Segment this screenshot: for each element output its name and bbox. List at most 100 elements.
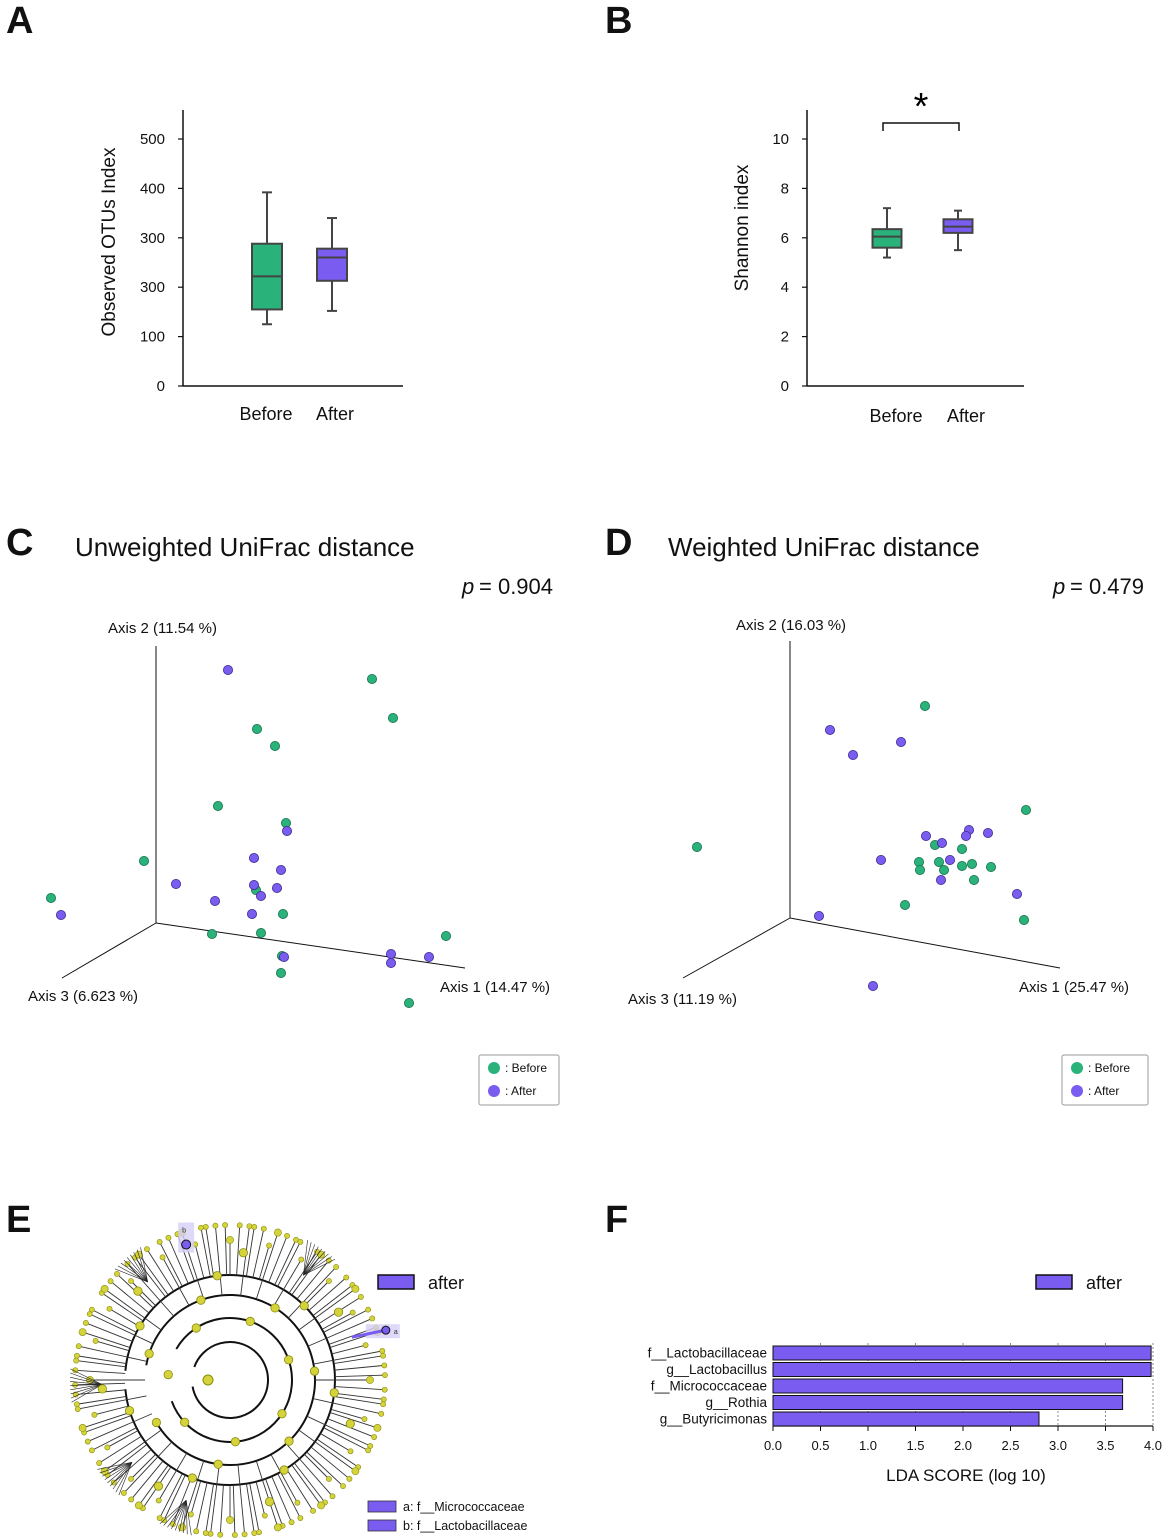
cladogram-fan-branch [114,1268,148,1283]
cladogram-branch [101,1292,144,1322]
panel-a-y-ticks: 0 100 300 300 400 500 [140,131,183,395]
cladogram-inner-node [124,1406,135,1416]
panel-d-legend-before-dot [1071,1062,1083,1074]
cladogram-branch [123,1441,173,1494]
panel-c-point-after [271,883,282,894]
panel-c-p-value: = 0.904 [479,574,553,599]
cladogram-fan-branch [130,1254,148,1283]
cladogram-fan-branch [303,1244,316,1276]
cladogram-fan-branch [126,1257,148,1283]
cladogram-inner-node [191,1323,201,1333]
cladogram-branch [307,1318,373,1347]
panel-d-point-before [1021,805,1032,816]
cladogram-leaf-node [91,1411,98,1418]
cladogram-fan-branch [70,1384,103,1395]
panel-a-ytick-label: 400 [140,180,165,197]
cladogram-fan-branch [70,1368,103,1385]
cladogram-inner-node [213,1459,223,1469]
cladogram-branch [104,1429,162,1472]
cladogram-inner-node [333,1307,344,1317]
cladogram-branch [162,1257,190,1306]
cladogram-branch [76,1355,127,1365]
panel-a-letter: A [6,0,33,42]
panel-c-point-after [255,891,266,902]
cladogram-inner-node [245,1316,255,1326]
cladogram-branch [91,1427,137,1451]
panel-d-point-after [868,981,879,992]
cladogram-branch [298,1288,356,1331]
cladogram-branch [287,1266,337,1319]
cladogram-leaf-node [361,1416,368,1422]
cladogram-fan-branch [163,1500,187,1526]
cladogram-fan-branch [97,1461,133,1470]
cladogram-fan-branch [118,1462,133,1496]
cladogram-branch [331,1344,366,1355]
cladogram-branch [104,1288,162,1331]
cladogram-leaf-node [297,1238,304,1245]
cladogram-leaf-node [326,1278,332,1284]
cladogram-fan-branch [303,1253,329,1276]
cladogram-leaf-node [92,1338,99,1344]
cladogram-leaf-node [226,1516,234,1524]
cladogram-leaf-node [357,1294,364,1300]
cladogram-inner-node [133,1286,143,1296]
panel-c-point-after [385,949,396,960]
panel-b-letter: B [605,0,632,42]
cladogram-leaf-node [107,1278,114,1285]
cladogram-branch [323,1309,369,1333]
cladogram-leaf-node [202,1530,209,1536]
panel-f-bar-chart: 0.0 0.5 1.0 1.5 2.0 2.5 3.0 3.5 4.0 f__Lactobacil… [648,1343,1162,1453]
cladogram-leaf-node [156,1238,163,1245]
panel-d-axis1-label: Axis 1 (25.47 %) [1019,979,1129,996]
cladogram-inner-node [270,1303,280,1313]
cladogram-leaf-node [198,1224,204,1231]
panel-d-p-label: p [1052,574,1065,599]
panel-f-xtick-label: 2.5 [1001,1438,1019,1453]
cladogram-fan-branch [303,1251,326,1276]
panel-a-ytick-label: 300 [140,279,165,296]
cladogram-leaf-node [84,1438,91,1445]
cladogram-branch [252,1228,265,1278]
cladogram-leaf-node [266,1242,272,1249]
cladogram-branch [285,1443,333,1497]
cladogram-inner-node [299,1301,309,1311]
cladogram-leaf-node [333,1264,340,1270]
panel-f-xtick-label: 0.5 [811,1438,829,1453]
cladogram-branch [236,1225,241,1276]
panel-f-bar-g-lactobacillus [772,1362,1152,1377]
panel-a-ytick-label: 500 [140,131,165,148]
cladogram-branch [107,1430,139,1448]
cladogram-branch [181,1460,205,1528]
panel-c-point-after [275,865,286,876]
cladogram-branch [205,1226,215,1277]
panel-c-point-after [248,853,259,864]
cladogram-leaf-node [371,1434,378,1440]
cladogram-fan-branch [70,1384,103,1391]
cladogram-branch [138,1254,169,1296]
cladogram-fan-branch [120,1262,148,1283]
panel-d-p-value: = 0.479 [1070,574,1144,599]
cladogram-fan-branch [99,1461,133,1474]
panel-f-x-label: LDA SCORE (log 10) [886,1466,1046,1485]
panel-c-p-label: p [461,574,474,599]
panel-d-point-before [920,701,931,712]
cladogram-branch [130,1453,157,1480]
cladogram-leaf-node [349,1309,356,1316]
cladogram-leaf-node [378,1410,385,1417]
cladogram-branch [298,1429,356,1472]
cladogram-leaf-node [134,1501,143,1510]
cladogram-branch [194,1244,205,1279]
cladogram-branch [334,1374,385,1378]
cladogram-leaf-node [297,1515,304,1522]
cladogram-branch [334,1386,385,1391]
panel-c-axis3-label: Axis 3 (6.623 %) [28,988,138,1005]
panel-d-point-before [934,857,945,868]
cladogram-branch [240,1226,250,1296]
panel-b-significance-star: * [914,86,929,128]
cladogram-leaf-node [106,1305,113,1312]
cladogram-leaf-node [288,1519,295,1526]
panel-b-ytick-label: 8 [781,180,789,197]
panel-f-letter: F [605,1199,628,1241]
panel-d-points [692,701,1032,992]
cladogram-branch [232,1484,236,1535]
